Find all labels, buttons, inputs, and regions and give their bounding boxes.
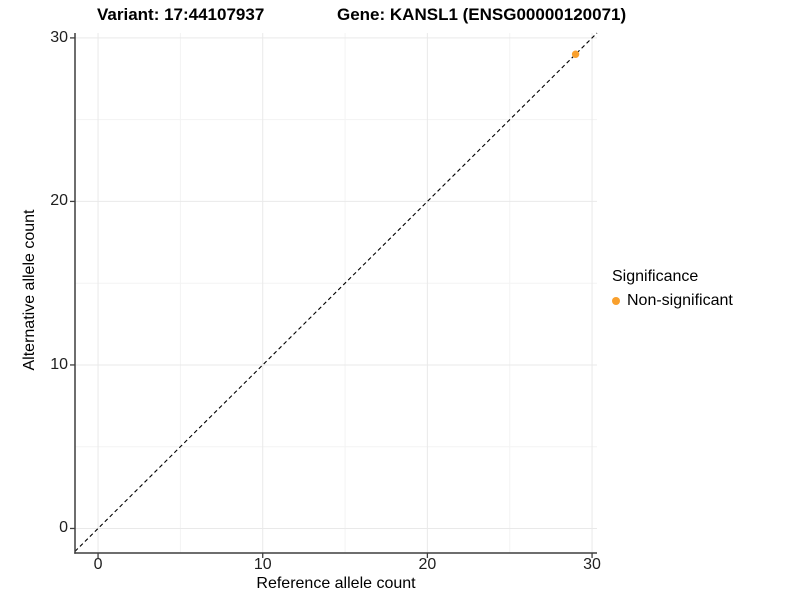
legend-title: Significance [612,268,699,285]
variant-title: Variant: 17:44107937 [97,5,265,24]
legend-swatch-dot-icon [612,297,620,305]
x-tick-label: 0 [93,556,103,573]
data-point [571,50,580,58]
x-tick-label: 30 [583,556,601,573]
x-tick-label: 20 [418,556,437,573]
x-axis-title: Reference allele count [256,575,416,592]
legend: Significance Non-significant [612,266,733,311]
gene-title: Gene: KANSL1 (ENSG00000120071) [337,5,627,24]
y-axis-title: Alternative allele count [21,209,38,371]
legend-item: Non-significant [612,291,733,311]
y-tick-label: 30 [50,28,68,46]
y-tick-label: 0 [59,519,68,537]
y-tick-label: 20 [50,192,68,210]
x-tick-label: 10 [253,556,272,573]
y-tick-label: 10 [50,355,68,373]
legend-item-label: Non-significant [627,292,733,309]
identity-line [74,32,598,552]
